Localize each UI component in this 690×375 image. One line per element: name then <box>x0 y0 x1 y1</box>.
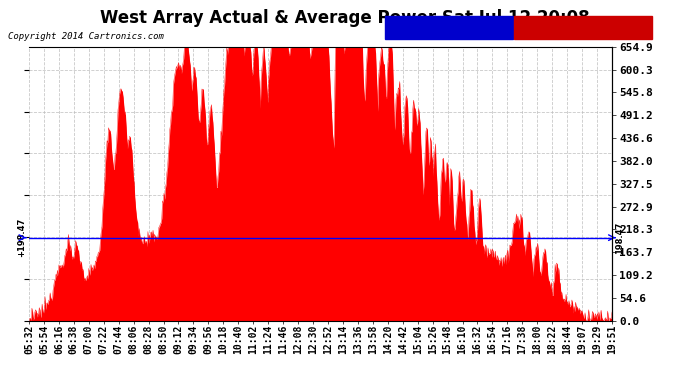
Text: West Array Actual & Average Power Sat Jul 12 20:08: West Array Actual & Average Power Sat Ju… <box>100 9 590 27</box>
Text: Average  (DC Watts): Average (DC Watts) <box>388 23 491 32</box>
Text: +198.47: +198.47 <box>17 218 26 257</box>
Text: West Array  (DC Watts): West Array (DC Watts) <box>518 23 635 32</box>
Text: Copyright 2014 Cartronics.com: Copyright 2014 Cartronics.com <box>8 32 164 41</box>
Text: 198.47: 198.47 <box>615 222 624 254</box>
